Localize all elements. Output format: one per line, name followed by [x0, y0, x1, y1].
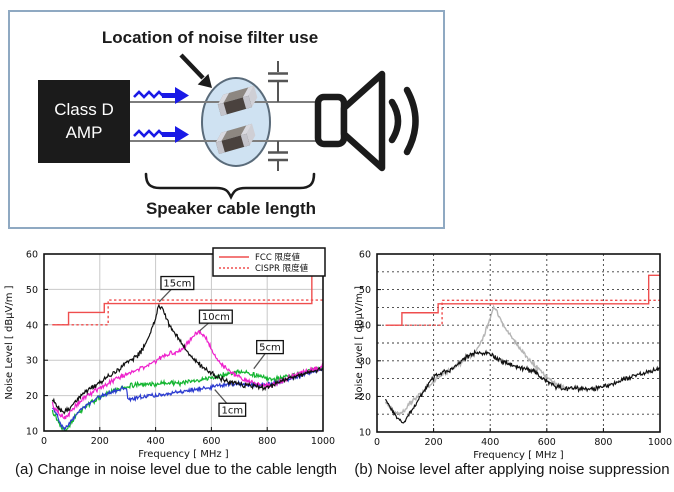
y-tick-label: 40	[26, 320, 38, 331]
y-tick-label: 50	[359, 285, 371, 296]
callout-box-1cm	[218, 402, 247, 417]
callout-box-10cm	[198, 309, 233, 324]
caption-a: (a) Change in noise level due to the cab…	[15, 461, 337, 478]
y-axis-label: Noise Level [ dBµV/m ]	[354, 286, 365, 400]
legend-label: CISPR 限度値	[255, 263, 309, 274]
plot-border	[43, 253, 324, 432]
amp-label-line1: Class D	[54, 100, 114, 120]
capacitor-icon-bottom	[268, 141, 288, 171]
callout-label: 1cm	[222, 405, 244, 416]
noise-arrow-icon-bottom	[133, 126, 189, 143]
y-tick-label: 60	[26, 250, 38, 261]
x-axis-label: Frequency [ MHz ]	[473, 450, 563, 461]
x-tick-label: 600	[202, 436, 220, 447]
chart-cable-length: 0 200 400 600 800 1000 10 20 30 40 50 60 Frequency […	[4, 247, 335, 460]
x-tick-label: 1000	[311, 436, 335, 447]
x-tick-label: 800	[258, 436, 276, 447]
x-tick-label: 400	[147, 436, 165, 447]
callout-label: 15cm	[163, 279, 191, 290]
legend-label: FCC 限度値	[255, 252, 300, 263]
y-tick-label: 30	[359, 356, 371, 367]
y-tick-label: 40	[359, 321, 371, 332]
legend	[212, 247, 326, 277]
y-axis-label: Noise Level [ dBµV/m ]	[4, 285, 15, 399]
amp-label-line2: AMP	[65, 122, 103, 142]
x-tick-label: 200	[425, 437, 443, 448]
brace-icon	[144, 172, 316, 200]
series-5cm	[51, 366, 323, 432]
limit-line-CISPR	[385, 299, 660, 326]
callout-label: 5cm	[259, 343, 281, 354]
y-tick-label: 10	[359, 428, 371, 439]
plot-border	[376, 253, 661, 433]
limit-line-FCC	[52, 274, 323, 326]
ferrite-bead-icon-1	[217, 85, 258, 117]
y-tick-label: 10	[26, 427, 38, 438]
series-after-suppression	[384, 348, 661, 424]
callout-box-15cm	[160, 275, 195, 291]
x-tick-label: 600	[538, 437, 556, 448]
y-tick-label: 20	[26, 391, 38, 402]
y-tick-label: 30	[26, 356, 38, 367]
y-tick-label: 20	[359, 392, 371, 403]
callout-label: 10cm	[202, 312, 230, 323]
x-tick-label: 200	[91, 436, 109, 447]
pointer-arrow-icon	[179, 53, 212, 88]
y-tick-label: 60	[359, 250, 371, 261]
ferrite-bead-icon-2	[215, 123, 256, 155]
caption-b: (b) Noise level after applying noise sup…	[354, 461, 670, 478]
capacitor-icon-top	[268, 61, 288, 102]
diagram-title: Location of noise filter use	[101, 28, 319, 47]
x-tick-label: 800	[594, 437, 612, 448]
series-15cm	[51, 303, 324, 415]
noise-filter-diagram	[130, 53, 419, 200]
y-tick-label: 50	[26, 285, 38, 296]
callout-box-5cm	[256, 339, 284, 355]
limit-line-FCC	[385, 274, 660, 326]
class-d-amp-block: Class D AMP	[38, 80, 130, 163]
speaker-icon	[314, 70, 419, 172]
x-axis-label: Frequency [ MHz ]	[138, 449, 228, 460]
x-tick-label: 0	[41, 436, 47, 447]
x-tick-label: 400	[481, 437, 499, 448]
noise-arrow-icon-top	[133, 87, 189, 104]
x-tick-label: 0	[374, 437, 380, 448]
cable-length-label: Speaker cable length	[145, 199, 317, 218]
chart-noise-suppression: 0 200 400 600 800 1000 10 20 30 40 50 60 Frequency […	[354, 250, 672, 462]
x-tick-label: 1000	[648, 437, 672, 448]
limit-line-CISPR	[52, 299, 323, 326]
